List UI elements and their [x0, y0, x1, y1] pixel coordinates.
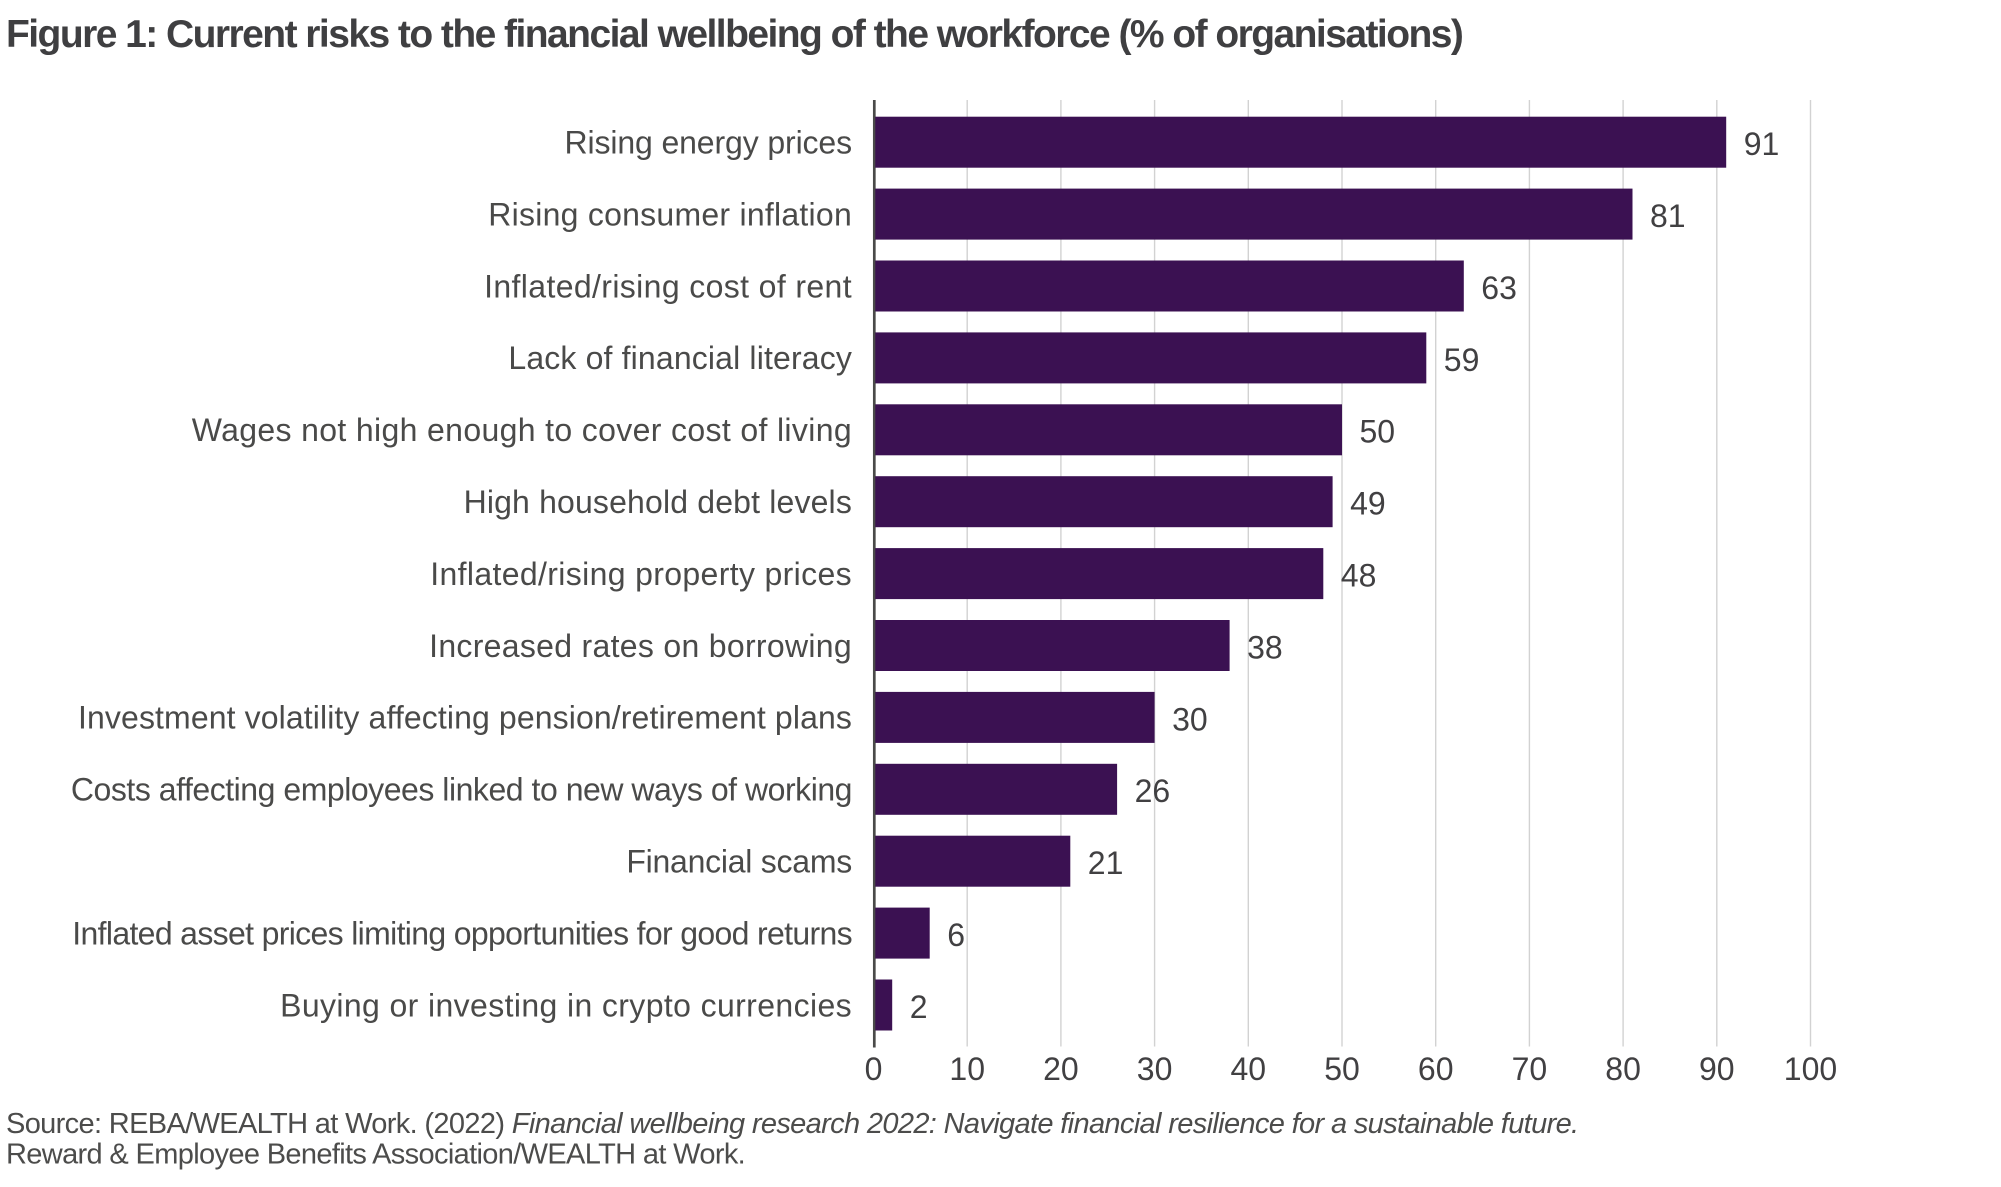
svg-text:59: 59 [1444, 342, 1480, 378]
svg-text:Costs affecting employees link: Costs affecting employees linked to new … [71, 772, 852, 808]
svg-text:26: 26 [1135, 773, 1171, 809]
svg-text:Figure 1: Current risks to the: Figure 1: Current risks to the financial… [6, 13, 1463, 56]
svg-text:49: 49 [1350, 486, 1386, 522]
svg-text:50: 50 [1324, 1051, 1360, 1087]
svg-text:50: 50 [1360, 414, 1396, 450]
svg-text:Increased rates on borrowing: Increased rates on borrowing [429, 628, 852, 664]
svg-text:30: 30 [1137, 1051, 1173, 1087]
svg-text:Source: REBA/WEALTH at Work. (: Source: REBA/WEALTH at Work. (2022) Fina… [6, 1108, 1578, 1140]
svg-text:Inflated asset prices limiting: Inflated asset prices limiting opportuni… [72, 915, 852, 951]
svg-text:90: 90 [1699, 1051, 1735, 1087]
svg-text:60: 60 [1418, 1051, 1454, 1087]
svg-text:Buying or investing in crypto: Buying or investing in crypto currencies [280, 987, 852, 1023]
svg-text:91: 91 [1744, 126, 1780, 162]
svg-text:70: 70 [1512, 1051, 1548, 1087]
svg-text:20: 20 [1043, 1051, 1079, 1087]
svg-text:Reward & Employee Benefits Ass: Reward & Employee Benefits Association/W… [6, 1139, 745, 1171]
svg-text:2: 2 [910, 989, 928, 1025]
svg-text:High household debt levels: High household debt levels [464, 484, 852, 520]
svg-text:Inflated/rising property price: Inflated/rising property prices [430, 556, 852, 592]
svg-text:Rising energy prices: Rising energy prices [564, 125, 852, 161]
svg-text:6: 6 [947, 917, 965, 953]
svg-text:Inflated/rising cost of rent: Inflated/rising cost of rent [484, 268, 852, 304]
svg-text:Wages not high enough to cover: Wages not high enough to cover cost of l… [192, 412, 852, 448]
svg-text:Investment volatility affectin: Investment volatility affecting pension/… [78, 700, 852, 736]
svg-text:63: 63 [1481, 270, 1517, 306]
svg-text:Financial scams: Financial scams [626, 844, 852, 880]
svg-text:10: 10 [949, 1051, 985, 1087]
svg-text:Rising consumer inflation: Rising consumer inflation [488, 196, 852, 232]
svg-text:0: 0 [865, 1051, 883, 1087]
svg-text:48: 48 [1341, 558, 1377, 594]
svg-text:38: 38 [1247, 629, 1283, 665]
svg-text:30: 30 [1172, 701, 1208, 737]
svg-text:100: 100 [1784, 1051, 1837, 1087]
svg-text:80: 80 [1605, 1051, 1641, 1087]
svg-text:81: 81 [1650, 198, 1686, 234]
svg-text:40: 40 [1231, 1051, 1267, 1087]
svg-text:Lack of financial literacy: Lack of financial literacy [508, 340, 852, 376]
svg-text:21: 21 [1088, 845, 1124, 881]
